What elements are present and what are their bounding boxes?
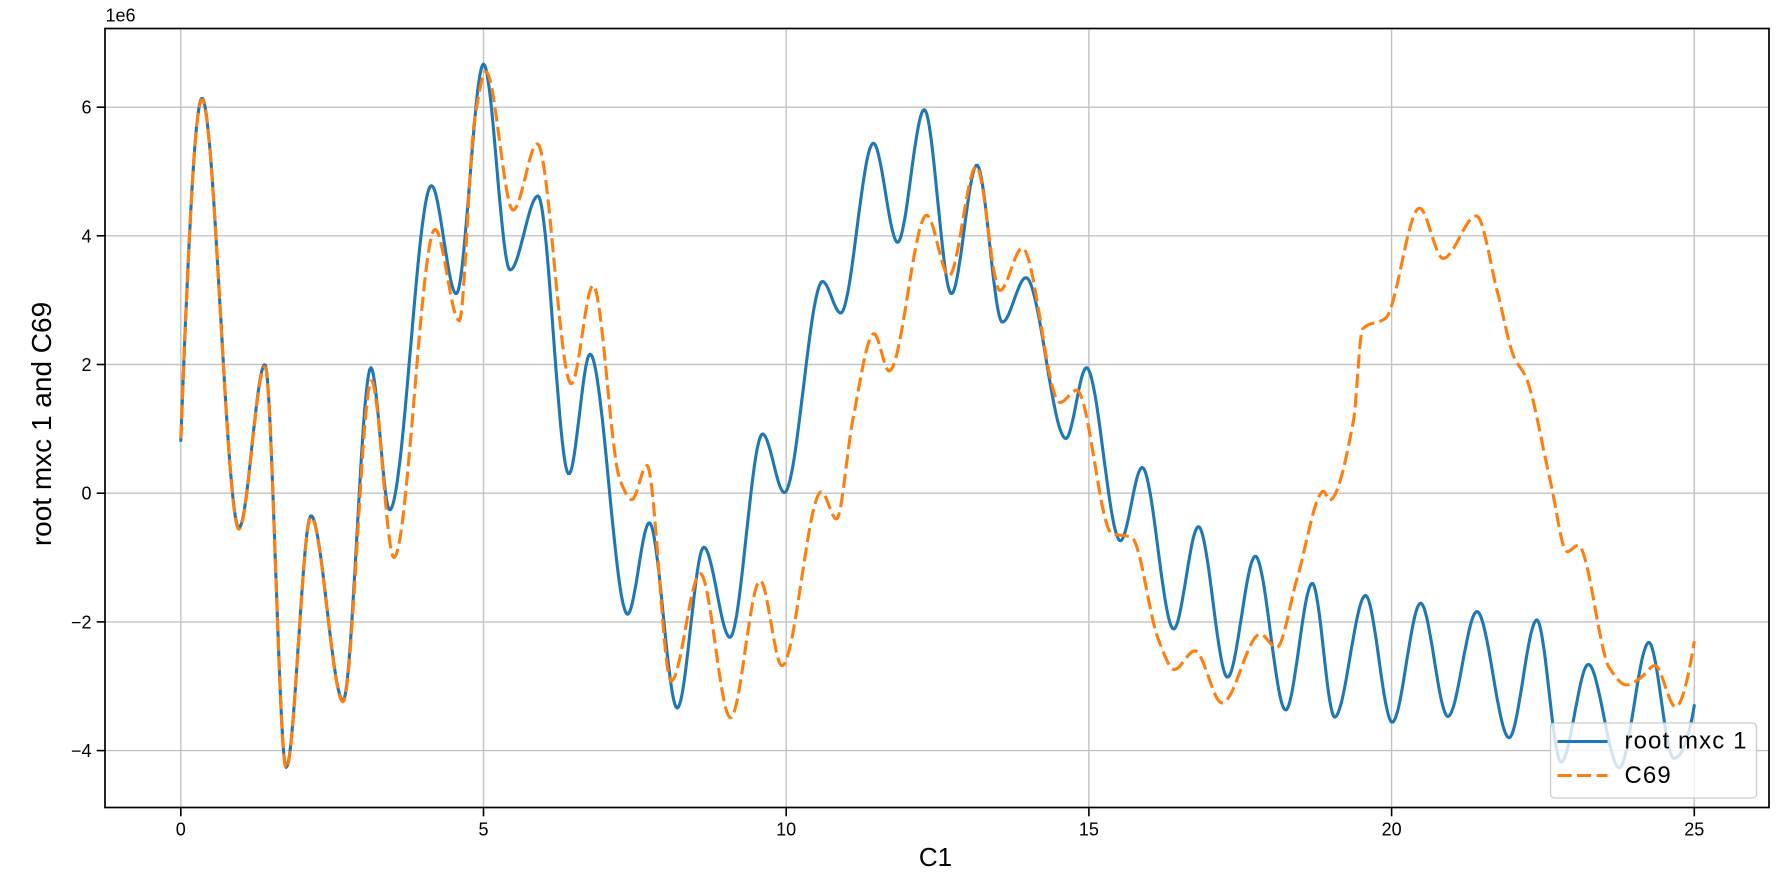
svg-text:15: 15 [1079,820,1099,840]
svg-text:0: 0 [81,484,91,504]
svg-text:5: 5 [478,820,488,840]
svg-text:root mxc 1 and C69: root mxc 1 and C69 [26,302,57,546]
svg-text:C1: C1 [919,842,952,872]
svg-text:1e6: 1e6 [106,6,136,26]
svg-text:root mxc 1: root mxc 1 [1625,728,1748,755]
svg-text:2: 2 [81,355,91,375]
svg-text:−2: −2 [71,612,92,632]
svg-text:C69: C69 [1625,762,1672,789]
svg-text:6: 6 [81,98,91,118]
svg-text:−4: −4 [71,741,92,761]
svg-text:20: 20 [1382,820,1402,840]
svg-text:4: 4 [81,226,91,246]
svg-text:10: 10 [776,820,796,840]
svg-text:0: 0 [176,820,186,840]
svg-text:25: 25 [1684,820,1704,840]
